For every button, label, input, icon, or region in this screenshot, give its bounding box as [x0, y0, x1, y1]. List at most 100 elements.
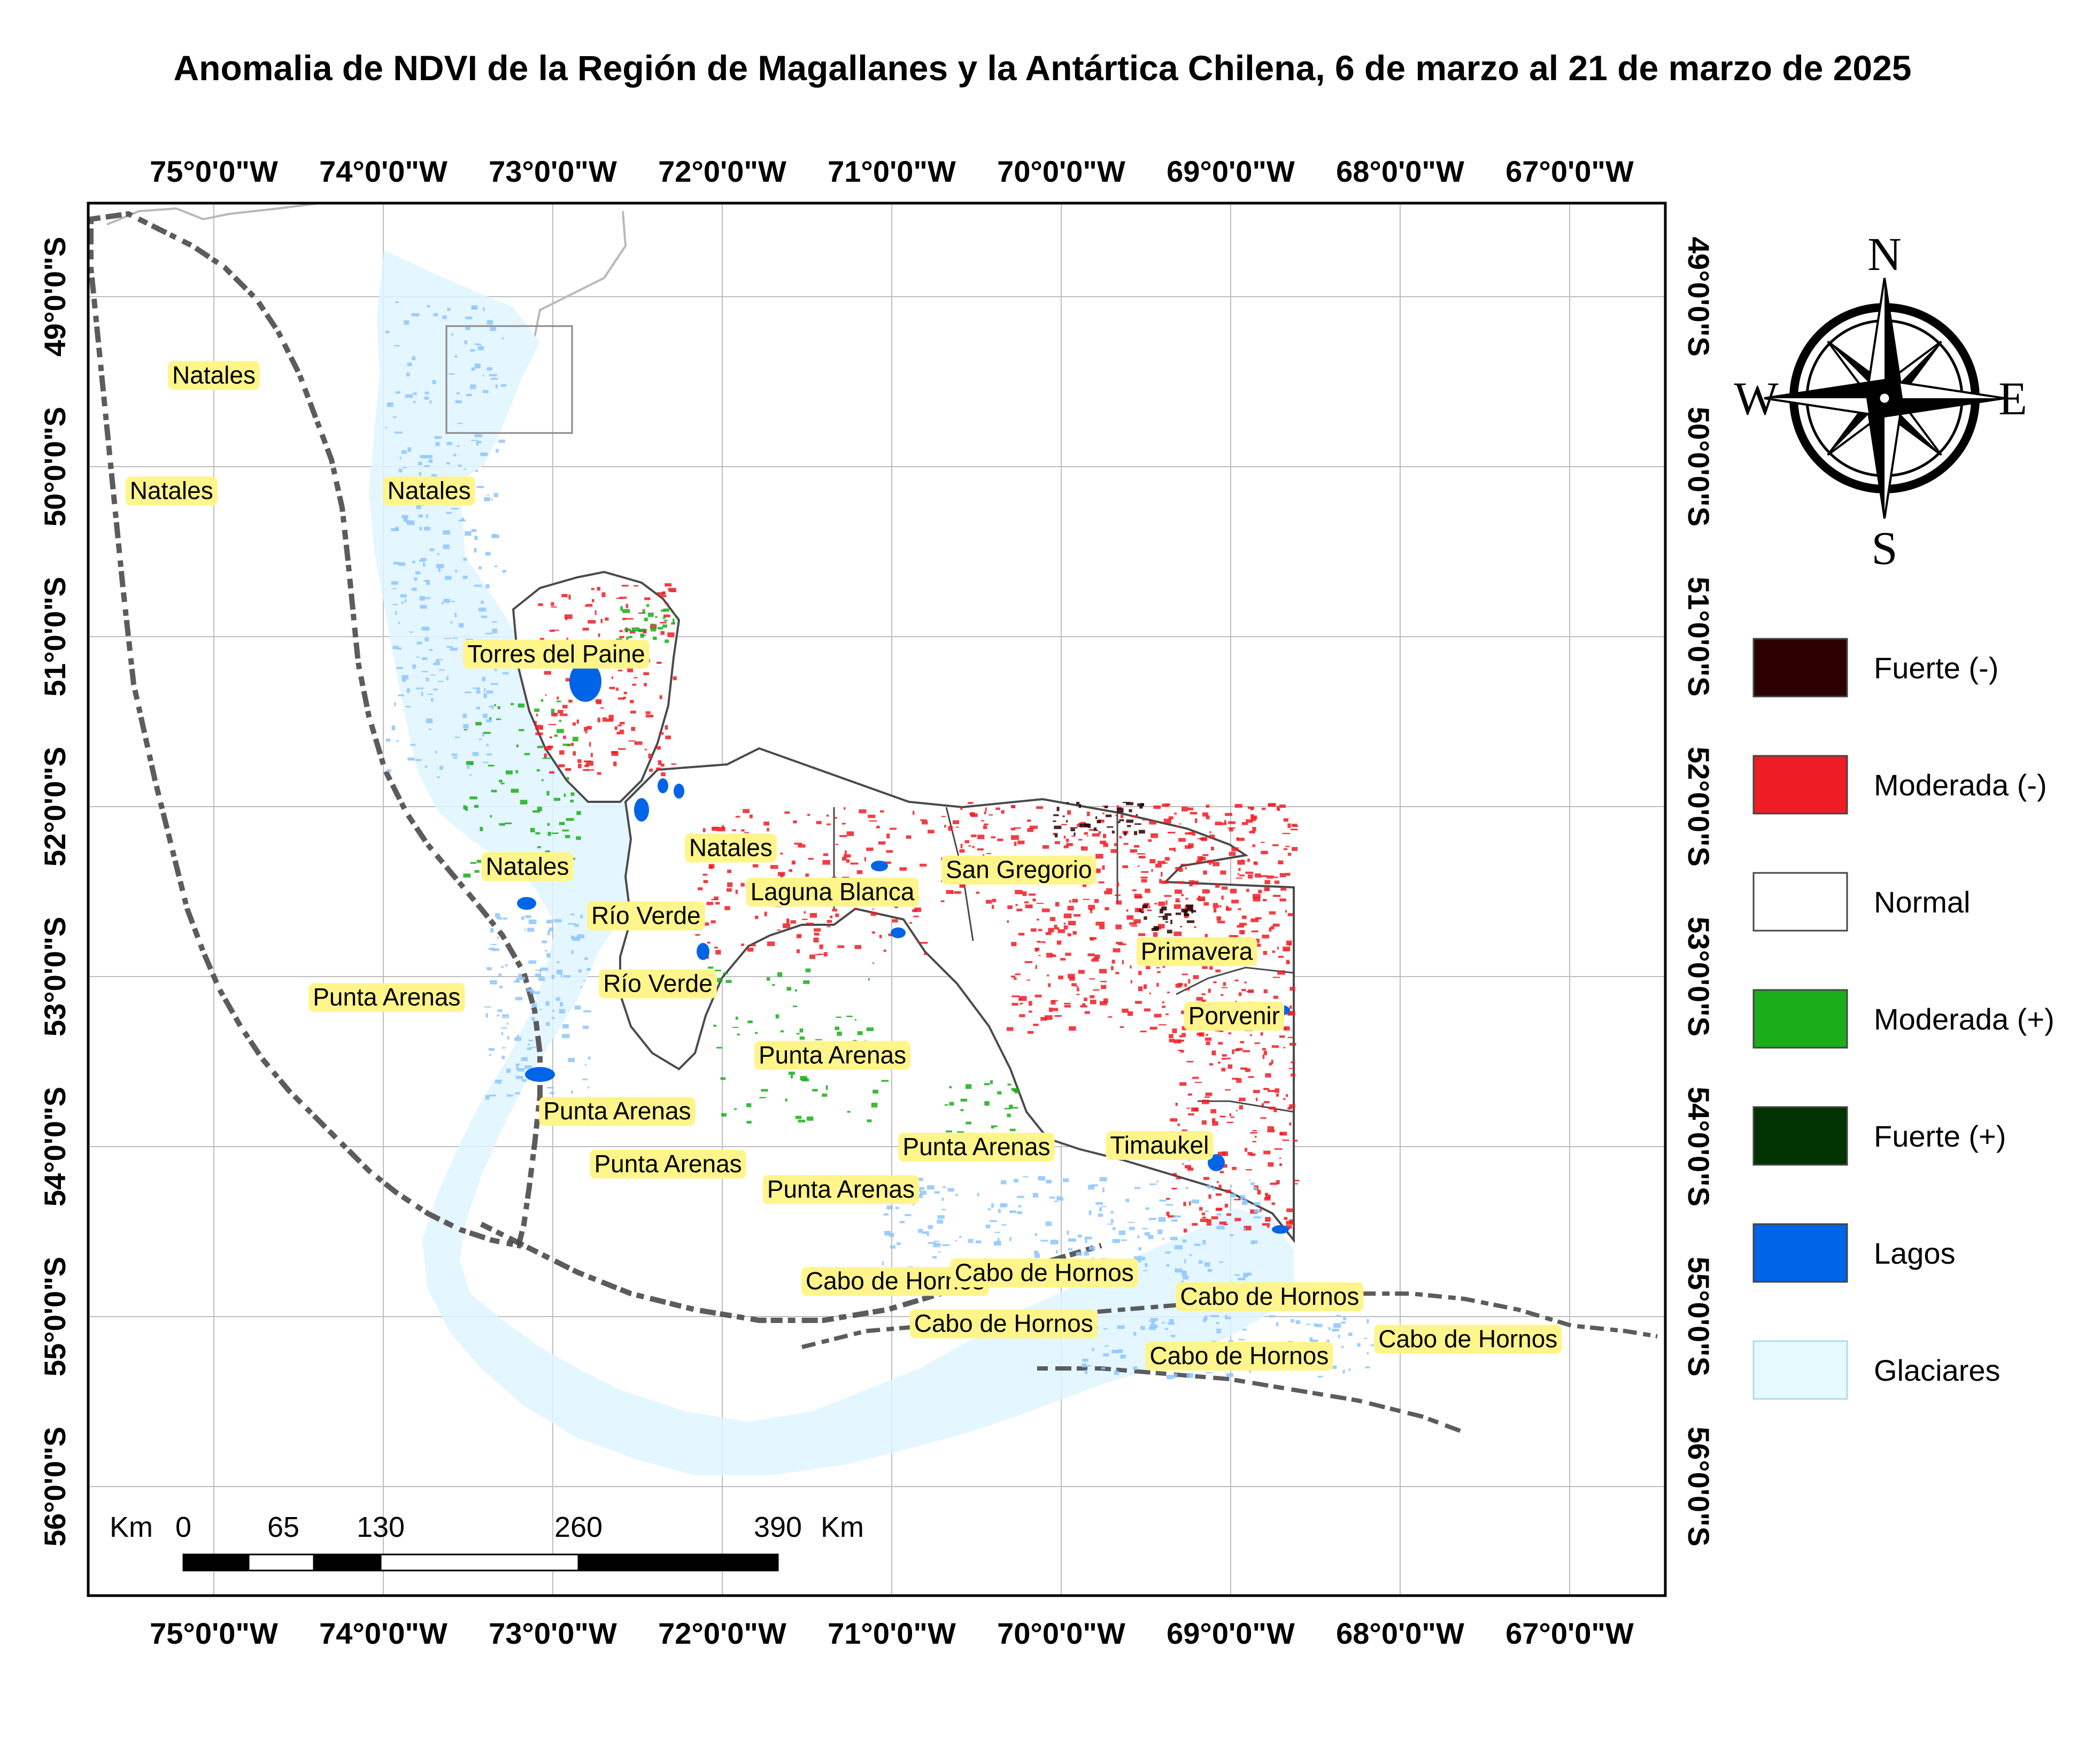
ndvi-anomaly-pixel: [1149, 1026, 1157, 1030]
ndvi-anomaly-pixel: [630, 700, 634, 703]
ndvi-anomaly-pixel: [450, 621, 452, 624]
map-frame: [87, 202, 1667, 1597]
ndvi-anomaly-pixel: [1153, 805, 1161, 809]
ndvi-anomaly-pixel: [1175, 1245, 1183, 1250]
ndvi-anomaly-pixel: [1072, 931, 1077, 935]
ndvi-anomaly-pixel: [1086, 1365, 1092, 1367]
ndvi-anomaly-pixel: [424, 637, 429, 641]
ndvi-anomaly-pixel: [1276, 1093, 1279, 1097]
ndvi-anomaly-pixel: [859, 809, 867, 814]
ndvi-anomaly-pixel: [554, 919, 562, 923]
ndvi-anomaly-pixel: [1000, 1203, 1008, 1208]
ndvi-anomaly-pixel: [1105, 1345, 1109, 1347]
place-label: Cabo de Hornos: [1145, 1342, 1333, 1371]
ndvi-anomaly-pixel: [1079, 823, 1087, 827]
place-name: Punta Arenas: [767, 1175, 915, 1203]
ndvi-anomaly-pixel: [611, 676, 614, 679]
ndvi-anomaly-pixel: [1226, 907, 1232, 911]
ndvi-anomaly-pixel: [1213, 862, 1219, 866]
ndvi-anomaly-pixel: [1185, 1187, 1189, 1189]
ndvi-anomaly-pixel: [665, 602, 669, 605]
ndvi-anomaly-pixel: [886, 833, 890, 839]
ndvi-anomaly-pixel: [1260, 1117, 1267, 1119]
ndvi-anomaly-pixel: [1204, 1096, 1210, 1098]
ndvi-anomaly-pixel: [402, 679, 406, 682]
ndvi-anomaly-pixel: [1279, 898, 1286, 902]
ndvi-anomaly-pixel: [520, 800, 528, 804]
ndvi-anomaly-pixel: [505, 822, 512, 824]
ndvi-anomaly-pixel: [732, 1027, 739, 1028]
ndvi-anomaly-pixel: [413, 400, 415, 404]
ndvi-anomaly-pixel: [791, 860, 796, 865]
ndvi-anomaly-pixel: [1007, 920, 1009, 923]
ndvi-anomaly-pixel: [535, 721, 537, 725]
ndvi-anomaly-pixel: [521, 1057, 528, 1061]
ndvi-anomaly-pixel: [488, 764, 495, 767]
ndvi-anomaly-pixel: [1219, 1116, 1226, 1118]
ndvi-anomaly-pixel: [1056, 1196, 1061, 1201]
ndvi-anomaly-pixel: [1122, 960, 1124, 964]
ndvi-anomaly-pixel: [1119, 835, 1122, 839]
ndvi-anomaly-pixel: [1291, 829, 1298, 831]
ndvi-anomaly-pixel: [998, 1209, 1001, 1213]
ndvi-anomaly-pixel: [1173, 904, 1181, 909]
ndvi-anomaly-pixel: [708, 966, 714, 969]
place-name: Natales: [485, 852, 569, 880]
ndvi-anomaly-pixel: [411, 313, 420, 316]
ndvi-anomaly-pixel: [1227, 827, 1235, 829]
ndvi-anomaly-pixel: [442, 601, 444, 605]
ndvi-anomaly-pixel: [1170, 919, 1172, 924]
ndvi-anomaly-pixel: [515, 997, 523, 1001]
ndvi-anomaly-pixel: [494, 704, 496, 707]
ndvi-anomaly-pixel: [524, 753, 530, 755]
ndvi-anomaly-pixel: [1285, 1225, 1292, 1229]
ndvi-anomaly-pixel: [1091, 959, 1099, 962]
place-label-halo: [590, 1149, 746, 1179]
ndvi-anomaly-pixel: [1225, 813, 1233, 816]
ndvi-anomaly-pixel: [642, 609, 645, 613]
ndvi-anomaly-pixel: [1269, 1107, 1276, 1110]
ndvi-anomaly-pixel: [746, 1103, 752, 1108]
ndvi-anomaly-pixel: [1188, 1093, 1192, 1096]
ndvi-anomaly-pixel: [1148, 1320, 1156, 1322]
ndvi-anomaly-pixel: [1001, 1224, 1007, 1226]
ndvi-anomaly-pixel: [659, 732, 664, 735]
ndvi-anomaly-pixel: [1185, 832, 1191, 835]
ndvi-anomaly-pixel: [1169, 1319, 1174, 1323]
ndvi-anomaly-pixel: [511, 703, 514, 706]
ndvi-anomaly-pixel: [482, 733, 484, 737]
ndvi-anomaly-pixel: [527, 927, 535, 932]
ndvi-anomaly-pixel: [475, 470, 478, 472]
ndvi-anomaly-pixel: [419, 472, 421, 476]
ndvi-anomaly-pixel: [935, 1191, 940, 1194]
ndvi-anomaly-pixel: [1264, 880, 1271, 885]
ndvi-anomaly-pixel: [1216, 1213, 1222, 1216]
ndvi-anomaly-pixel: [1288, 1067, 1294, 1069]
ndvi-anomaly-pixel: [842, 856, 847, 861]
ndvi-anomaly-pixel: [405, 706, 411, 708]
place-label-halo: [1106, 1131, 1214, 1160]
place-label: Cabo de Hornos: [1176, 1282, 1364, 1311]
ndvi-anomaly-pixel: [703, 880, 708, 884]
ndvi-anomaly-pixel: [1174, 813, 1177, 815]
place-label: Torres del Paine: [463, 639, 650, 669]
ndvi-anomaly-pixel: [1009, 1210, 1016, 1213]
ndvi-anomaly-pixel: [1102, 865, 1105, 870]
ndvi-anomaly-pixel: [960, 1098, 968, 1102]
ndvi-anomaly-pixel: [429, 649, 433, 651]
ndvi-anomaly-pixel: [1056, 807, 1060, 811]
ndvi-anomaly-pixel: [1175, 866, 1179, 870]
ndvi-anomaly-pixel: [767, 827, 769, 832]
place-name: Laguna Blanca: [751, 878, 915, 906]
ndvi-anomaly-pixel: [884, 1213, 889, 1216]
ndvi-anomaly-pixel: [1141, 879, 1147, 883]
ndvi-anomaly-pixel: [391, 581, 398, 585]
ndvi-anomaly-pixel: [1191, 880, 1199, 885]
ndvi-anomaly-pixel: [1267, 1126, 1274, 1130]
ndvi-anomaly-pixel: [1137, 803, 1144, 807]
ndvi-anomaly-pixel: [1070, 828, 1075, 832]
place-name: Punta Arenas: [902, 1133, 1050, 1160]
ndvi-anomaly-pixel: [1253, 1089, 1260, 1093]
ndvi-anomaly-pixel: [1263, 1050, 1267, 1055]
